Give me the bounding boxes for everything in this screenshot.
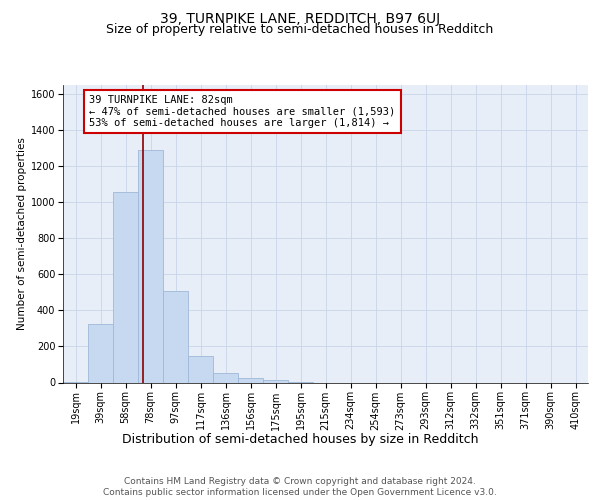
Text: 39, TURNPIKE LANE, REDDITCH, B97 6UJ: 39, TURNPIKE LANE, REDDITCH, B97 6UJ — [160, 12, 440, 26]
Text: Distribution of semi-detached houses by size in Redditch: Distribution of semi-detached houses by … — [122, 432, 478, 446]
Bar — [113, 192, 138, 382]
Text: 39 TURNPIKE LANE: 82sqm
← 47% of semi-detached houses are smaller (1,593)
53% of: 39 TURNPIKE LANE: 82sqm ← 47% of semi-de… — [89, 95, 395, 128]
Bar — [238, 378, 263, 382]
Bar — [163, 290, 188, 382]
Bar — [188, 356, 213, 382]
Bar — [263, 380, 288, 382]
Y-axis label: Number of semi-detached properties: Number of semi-detached properties — [17, 138, 26, 330]
Text: Contains HM Land Registry data © Crown copyright and database right 2024.
Contai: Contains HM Land Registry data © Crown c… — [103, 478, 497, 497]
Bar — [88, 324, 113, 382]
Text: Size of property relative to semi-detached houses in Redditch: Size of property relative to semi-detach… — [106, 22, 494, 36]
Bar — [138, 150, 163, 382]
Bar — [213, 374, 238, 382]
